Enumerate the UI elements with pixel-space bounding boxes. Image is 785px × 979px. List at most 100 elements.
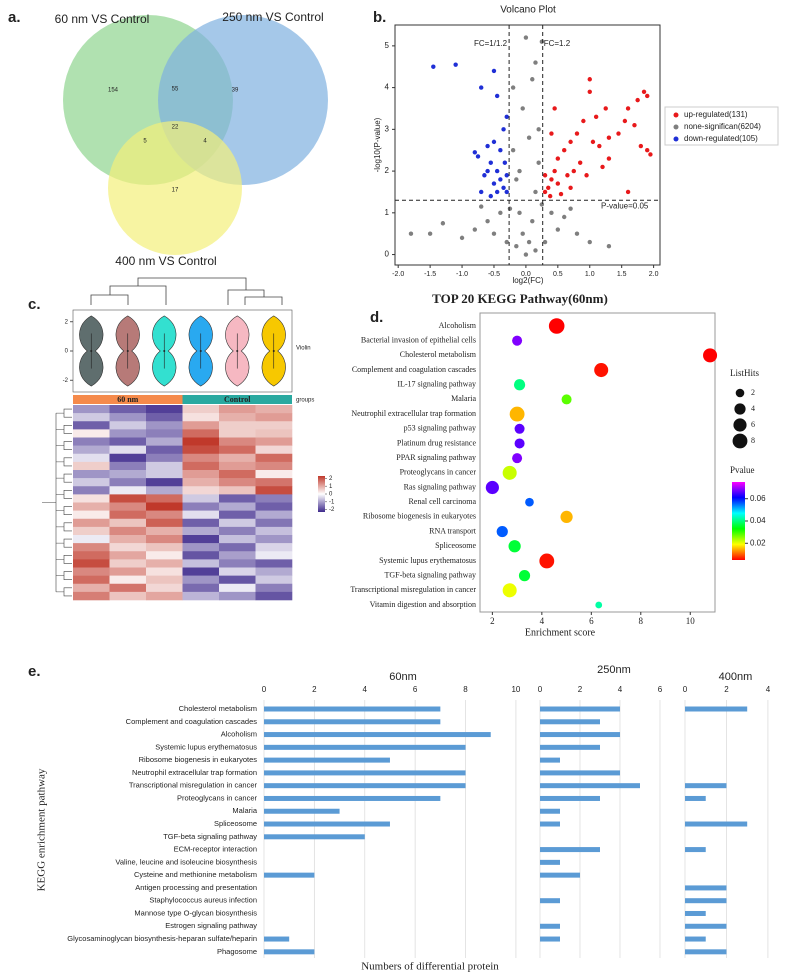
heat-cell [146,583,183,593]
heat-cell [255,445,293,455]
point [530,77,535,82]
point [498,210,503,216]
group-label: Control [224,395,251,404]
violin-tick-label: -2 [63,378,69,384]
bubble [508,540,521,553]
heat-cell [146,421,183,430]
heat-cell [109,535,147,544]
heat-cell [219,535,256,544]
colorbar-label: 0.04 [750,516,766,525]
y-tick-label: Malaria [451,394,476,403]
heat-cell [255,429,293,438]
violin-median [236,350,239,352]
heat-cell [146,413,183,422]
point [494,168,500,174]
heat-cell [146,535,183,544]
heat-cell [182,413,220,422]
panel-title: 400nm [719,671,753,683]
point [635,97,640,103]
point [520,106,525,111]
heat-cell [219,405,256,414]
violin-median [90,350,93,352]
y-tick-label: Antigen processing and presentation [135,883,257,892]
y-tick-label: PPAR signaling pathway [396,453,476,462]
y-tick-label: TGF-beta signaling pathway [384,570,476,579]
bubble [502,583,517,598]
plot-frame [394,24,661,266]
heat-cell [255,575,293,585]
heat-cell [146,494,183,503]
size-legend-label: 6 [751,420,755,429]
heat-cell [255,470,293,479]
violin-tick-label: 2 [65,319,69,325]
x-tick-label: -0.5 [488,271,500,278]
bar [685,847,706,853]
x-tick-label: 2 [490,616,495,626]
region-count: 55 [172,87,179,93]
point [562,214,567,220]
heat-cell [73,461,110,471]
size-legend-dot [733,418,747,432]
point [625,106,631,111]
heat-cell [255,567,293,576]
x-tick-label: 6 [413,685,418,694]
heat-cell [182,453,220,463]
heat-cell [255,526,293,536]
x-tick-label: 2 [578,685,583,694]
heat-cell [109,486,147,495]
y-tick-label: Malaria [232,806,257,815]
point [542,189,548,195]
heat-cell [73,453,110,463]
heat-cell [109,518,147,528]
point [555,181,561,186]
y-tick-label: 4 [385,83,390,92]
y-tick-label: Complement and coagulation cascades [352,365,476,374]
bubble [512,335,523,346]
heat-cell [146,510,183,520]
heat-cell [109,591,147,601]
heat-cell [73,551,110,560]
point [632,122,637,128]
heat-cell [73,543,110,552]
bar [540,770,620,776]
point [485,143,490,149]
point [562,148,567,153]
y-tick-label: Phagosome [217,947,257,956]
bubble [514,438,525,449]
y-tick-label: 2 [385,166,390,175]
annotation: P-value=0.05 [601,201,649,210]
heat-cell [73,567,110,576]
heat-cell [109,461,147,471]
column-dendrogram [90,277,283,305]
point [479,85,484,90]
heat-cell [219,575,256,585]
point [440,221,446,226]
colorbar [732,482,745,560]
chart-title: Volcano Plot [500,5,556,16]
colorbar-label: 0.06 [750,494,766,503]
size-legend-dot [734,403,746,415]
heat-cell [182,526,220,536]
bubble [525,497,534,507]
point [498,177,503,182]
heat-cell [146,502,183,511]
y-tick-label: 5 [385,41,390,50]
bubble [496,525,508,538]
heat-cell [219,551,256,560]
point [581,118,586,124]
y-tick-label: Ras signaling pathway [404,482,476,491]
y-tick-label: Complement and coagulation cascades [126,717,258,726]
bar [264,744,466,750]
bar [685,910,706,916]
point [558,191,564,197]
heat-cell [182,518,220,528]
point [504,239,509,245]
point [491,139,497,145]
point [408,231,414,236]
point [587,239,592,245]
heat-cell [182,445,220,455]
bubble [561,394,572,405]
bar [264,808,340,814]
size-legend-title: ListHits [730,368,760,378]
y-tick-label: Cysteine and methionine metabolism [134,870,257,879]
